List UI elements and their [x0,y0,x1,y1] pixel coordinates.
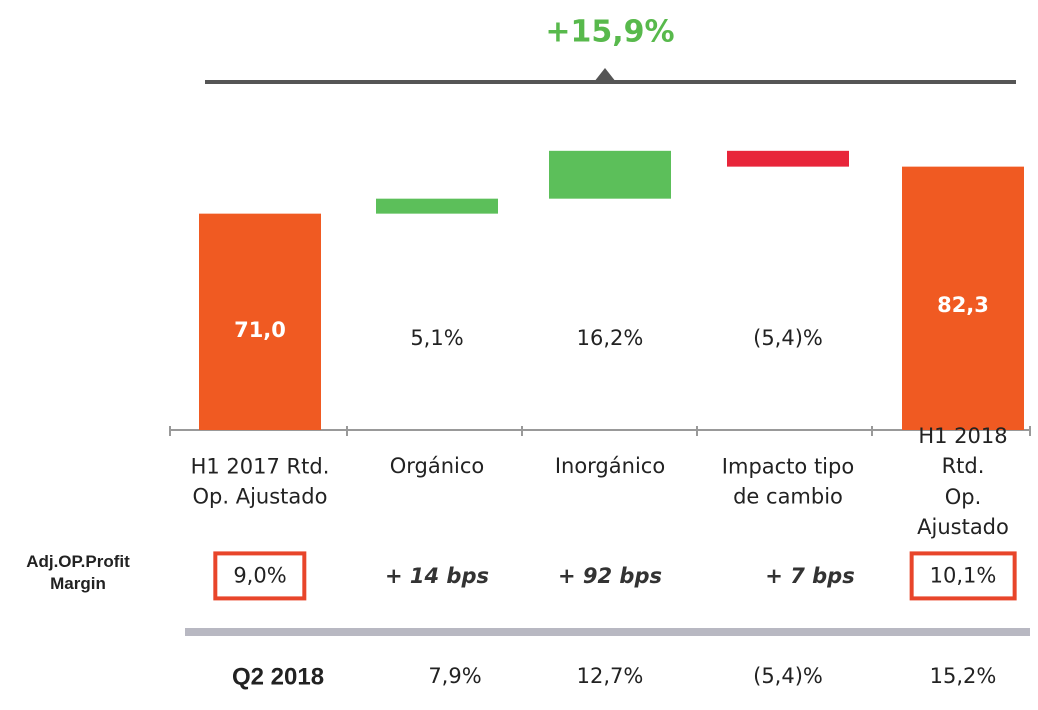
q2-value: (5,4)% [753,663,823,688]
header-change: +15,9% [545,14,675,50]
step-bar [376,198,498,214]
growth-label: 16,2% [576,325,644,350]
category-label: Inorgánico [554,453,666,478]
margin-value: + 14 bps [384,563,490,588]
category-label: Orgánico [389,453,485,478]
total-bar [902,166,1024,430]
margin-value-boxed: 10,1% [909,551,1017,601]
margin-value-boxed: 9,0% [213,551,307,601]
q2-value: 15,2% [929,663,997,688]
bar-label: 82,3 [937,292,989,317]
growth-label: (5,4)% [753,325,823,350]
growth-label: 5,1% [410,325,464,350]
bracket-pointer [594,68,616,82]
margin-value: + 7 bps [765,563,855,588]
category-label: H1 2018 Rtd. Op. Ajustado [917,424,1009,540]
category-label: H1 2017 Rtd. Op. Ajustado [190,454,330,509]
q2-value: 7,9% [428,663,482,688]
step-bar [727,150,849,167]
row-label: Adj.OP.Profit Margin [26,551,130,593]
total-bar [199,213,321,430]
category-label: Impacto tipo de cambio [721,454,855,509]
q2-label: Q2 2018 [231,663,325,691]
margin-value: + 92 bps [557,563,663,588]
step-bar [549,150,671,199]
q2-value: 12,7% [576,663,644,688]
bar-label: 71,0 [234,317,286,342]
